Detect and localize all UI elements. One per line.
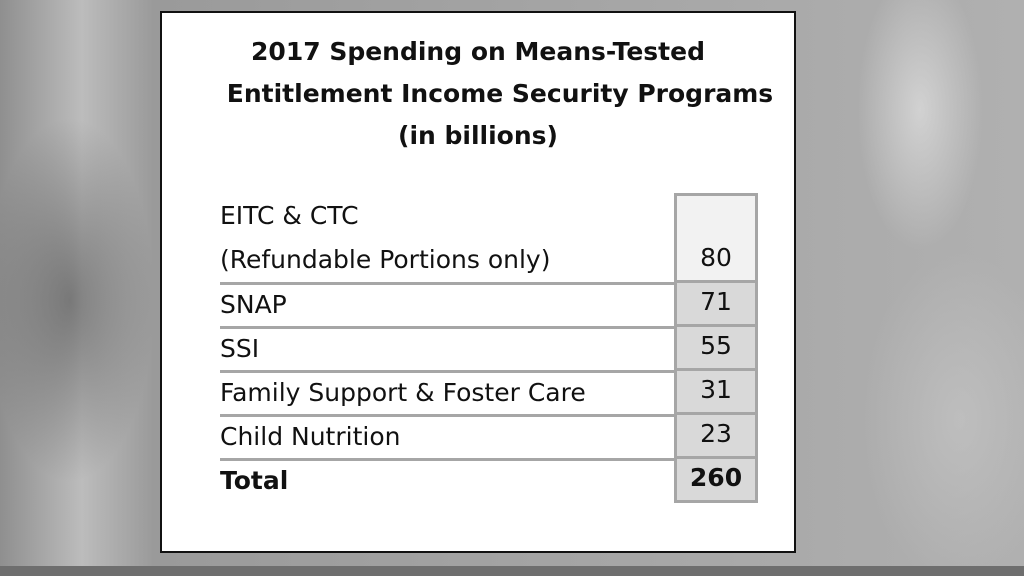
row-label: SSI — [220, 327, 680, 373]
row-value-cell: 71 — [674, 283, 758, 327]
table-row-total: Total 260 — [214, 459, 758, 503]
row-value-cell: 31 — [674, 371, 758, 415]
row-label: Child Nutrition — [220, 415, 680, 461]
title-line-3: (in billions) — [398, 121, 558, 150]
row-divider — [220, 458, 680, 461]
row-value: 31 — [700, 375, 732, 404]
row-label: EITC & CTC (Refundable Portions only) — [220, 193, 680, 285]
table-row-child-nutrition: Child Nutrition 23 — [214, 415, 758, 461]
table-title: 2017 Spending on Means-Tested Entitlemen… — [162, 31, 794, 157]
slide-bottom-strip — [0, 566, 1024, 576]
table-row-ssi: SSI 55 — [214, 327, 758, 373]
row-label-text: Child Nutrition — [220, 422, 401, 451]
spending-table: EITC & CTC (Refundable Portions only) 80… — [214, 193, 758, 503]
table-row-snap: SNAP 71 — [214, 283, 758, 329]
total-label: Total — [220, 466, 289, 495]
row-label: SNAP — [220, 283, 680, 329]
row-label-line-1: EITC & CTC — [220, 201, 359, 230]
row-divider — [220, 326, 680, 329]
table-card: 2017 Spending on Means-Tested Entitlemen… — [160, 11, 796, 553]
total-label-cell: Total — [220, 459, 676, 503]
title-line-2: Entitlement Income Security Programs — [226, 79, 774, 108]
row-label-text: Family Support & Foster Care — [220, 378, 586, 407]
row-value: 55 — [700, 331, 732, 360]
row-value-cell: 80 — [674, 193, 758, 283]
table-row-family-support: Family Support & Foster Care 31 — [214, 371, 758, 417]
table-row-eitc-ctc: EITC & CTC (Refundable Portions only) 80 — [214, 193, 758, 285]
row-value: 80 — [700, 243, 732, 272]
total-value-cell: 260 — [674, 459, 758, 503]
row-value: 71 — [700, 287, 732, 316]
row-label: Family Support & Foster Care — [220, 371, 680, 417]
row-value: 23 — [700, 419, 732, 448]
row-label-text: SNAP — [220, 290, 287, 319]
title-line-1: 2017 Spending on Means-Tested — [251, 37, 705, 66]
row-divider — [220, 370, 680, 373]
row-divider — [220, 282, 680, 285]
row-value-cell: 23 — [674, 415, 758, 459]
row-value-cell: 55 — [674, 327, 758, 371]
row-label-text: SSI — [220, 334, 260, 363]
total-value: 260 — [689, 463, 743, 492]
row-divider — [220, 414, 680, 417]
row-label-line-2: (Refundable Portions only) — [220, 245, 551, 274]
